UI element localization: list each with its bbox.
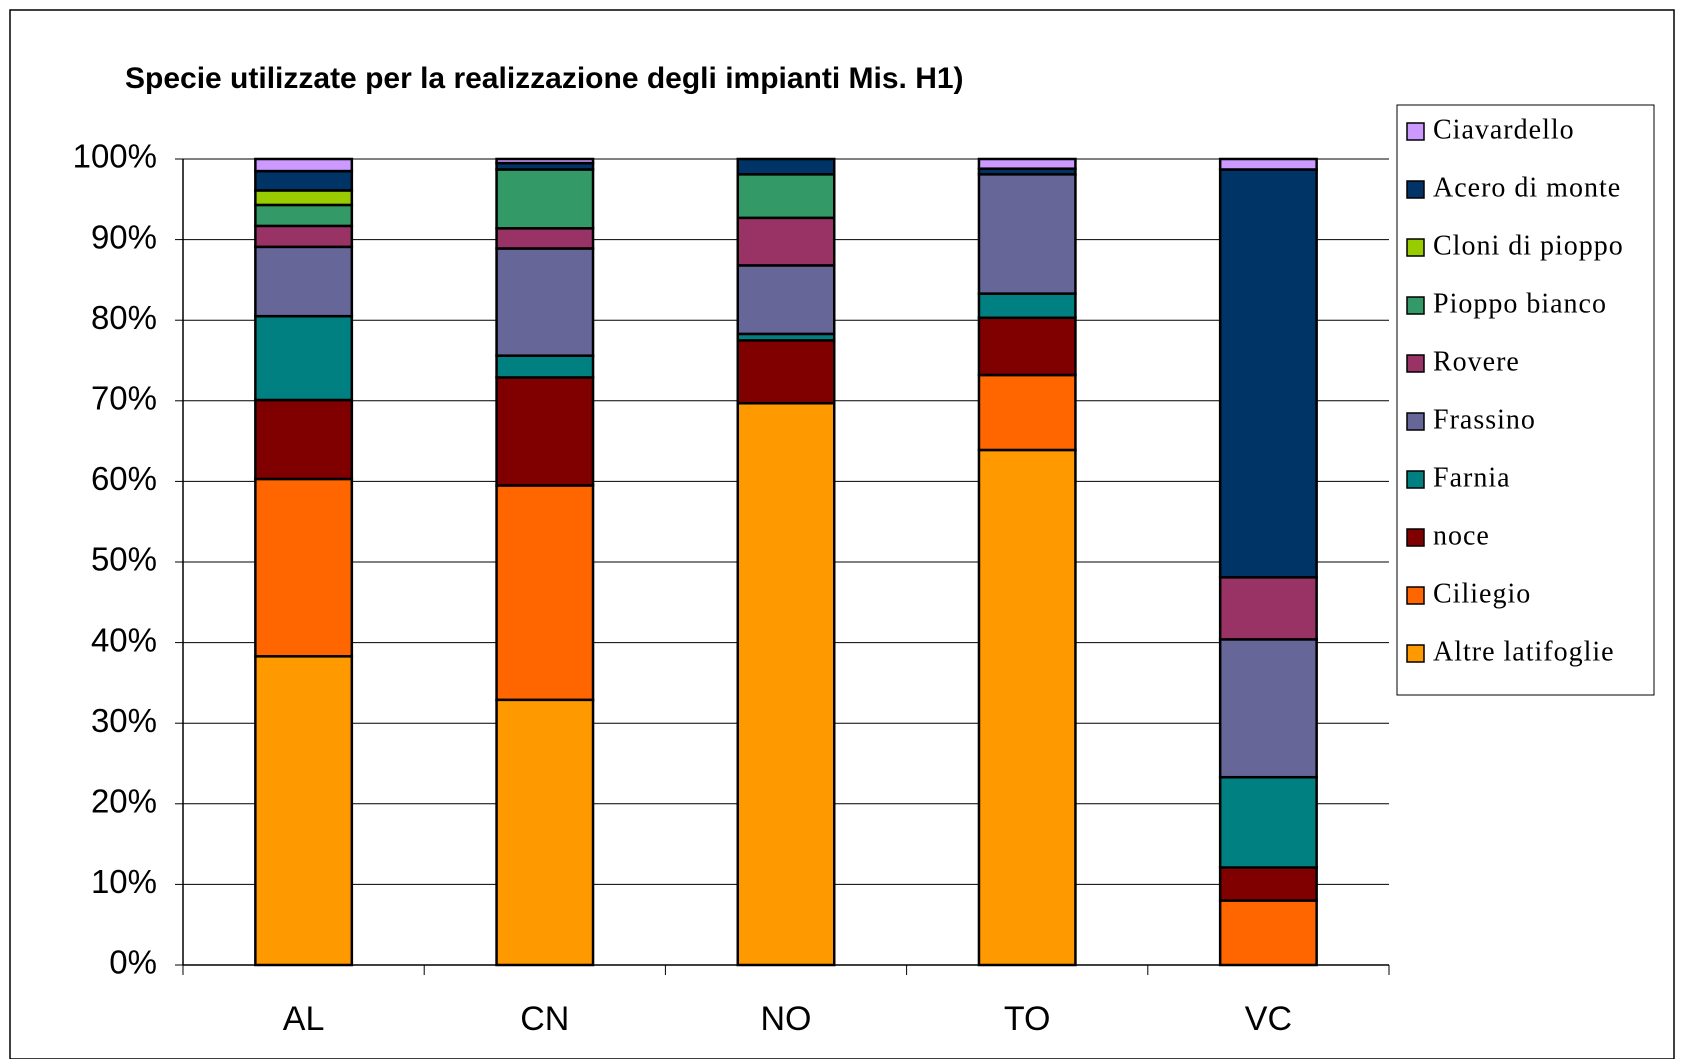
bar-segment — [254, 189, 354, 207]
y-tick-label: 30% — [91, 702, 157, 739]
x-tick-label: CN — [520, 1000, 569, 1038]
legend-label: Ciavardello — [1433, 114, 1575, 145]
legend-swatch — [1406, 644, 1425, 663]
bar-segment — [736, 401, 836, 967]
bar-segment — [1218, 899, 1318, 967]
legend-swatch — [1406, 586, 1425, 605]
bar-segment — [736, 157, 836, 176]
y-tick-label: 70% — [91, 380, 157, 417]
bar-segment — [254, 245, 354, 318]
y-tick-label: 10% — [91, 863, 157, 900]
bar-segment — [495, 484, 595, 702]
bar-segment — [1218, 775, 1318, 869]
bar-segment — [495, 698, 595, 967]
bar-segment — [736, 339, 836, 405]
x-tick-label: TO — [1004, 1000, 1051, 1038]
legend-label: Ciliegio — [1433, 578, 1531, 609]
y-tick-label: 100% — [73, 138, 157, 175]
bar-segment — [254, 224, 354, 249]
legend-label: noce — [1433, 520, 1490, 551]
bar-segment — [977, 292, 1077, 320]
bar-segment — [495, 247, 595, 357]
bar-segment — [495, 354, 595, 379]
x-tick-label: NO — [761, 1000, 812, 1038]
bar-segment — [254, 203, 354, 228]
bar-segment — [495, 157, 595, 165]
y-tick-label: 0% — [109, 944, 157, 981]
bar-segment — [977, 157, 1077, 170]
bar-segment — [254, 157, 354, 173]
bar-segment — [1218, 576, 1318, 641]
bar-segment — [254, 398, 354, 481]
legend-swatch — [1406, 180, 1425, 199]
bar-segment — [977, 448, 1077, 967]
y-tick-label: 50% — [91, 541, 157, 578]
x-tick-label: AL — [283, 1000, 325, 1038]
y-tick-label: 80% — [91, 299, 157, 336]
bar-segment — [977, 173, 1077, 295]
bar-segment — [254, 169, 354, 192]
y-tick-label: 40% — [91, 621, 157, 658]
legend-swatch — [1406, 470, 1425, 489]
y-tick-label: 60% — [91, 460, 157, 497]
bar-segment — [736, 264, 836, 336]
bar-segment — [977, 373, 1077, 452]
chart-title: Specie utilizzate per la realizzazione d… — [125, 62, 964, 95]
legend-label: Farnia — [1433, 462, 1511, 493]
y-tick-label: 20% — [91, 783, 157, 820]
legend-swatch — [1406, 354, 1425, 373]
bar-segment — [495, 168, 595, 230]
legend-label: Pioppo bianco — [1433, 288, 1607, 319]
bar-segment — [254, 655, 354, 967]
legend-swatch — [1406, 296, 1425, 315]
bar-segment — [1218, 168, 1318, 579]
legend-swatch — [1406, 528, 1425, 547]
bar-segment — [1218, 638, 1318, 779]
bar-segment — [254, 477, 354, 658]
legend-label: Rovere — [1433, 346, 1520, 377]
x-tick-label: VC — [1245, 1000, 1292, 1038]
bar-segment — [1218, 157, 1318, 171]
legend-swatch — [1406, 122, 1425, 141]
legend-swatch — [1406, 238, 1425, 257]
legend-label: Acero di monte — [1433, 172, 1621, 203]
bar-segment — [736, 173, 836, 220]
bar-segment — [977, 316, 1077, 377]
legend-box — [1396, 104, 1655, 696]
legend-label: Cloni di pioppo — [1433, 230, 1624, 261]
bar-segment — [1218, 866, 1318, 902]
legend-swatch — [1406, 412, 1425, 431]
bar-segment — [495, 227, 595, 250]
bar-segment — [254, 314, 354, 402]
y-tick-label: 90% — [91, 218, 157, 255]
bar-segment — [736, 216, 836, 267]
legend-label: Frassino — [1433, 404, 1536, 435]
legend-label: Altre latifoglie — [1433, 636, 1615, 667]
bar-segment — [495, 376, 595, 487]
